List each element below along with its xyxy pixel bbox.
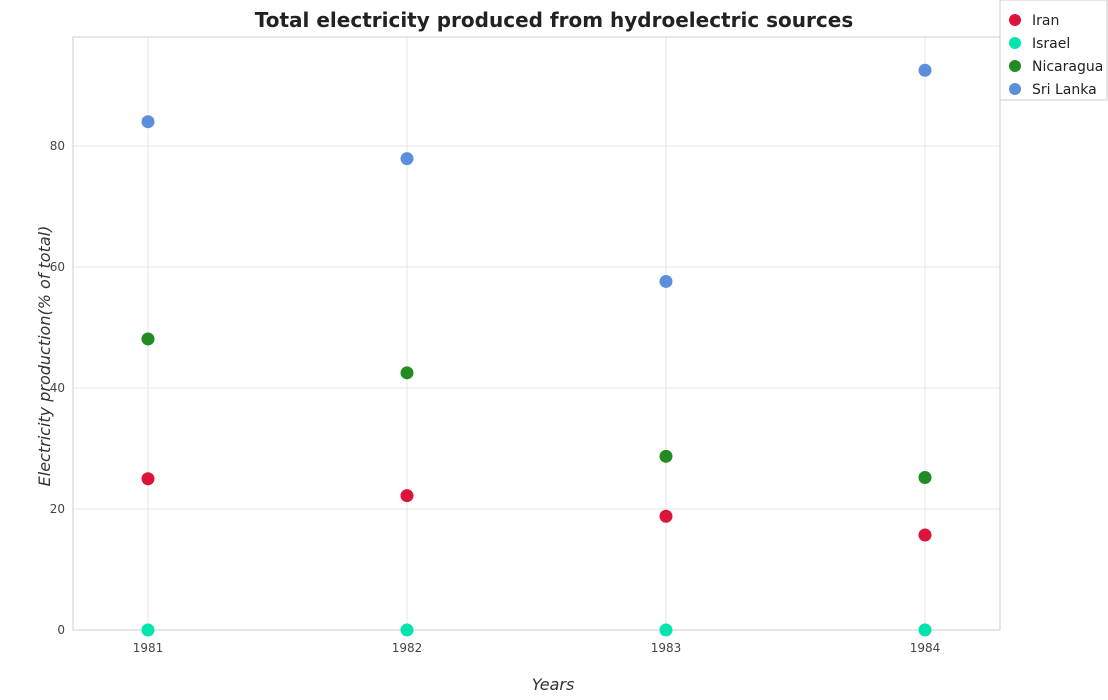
x-tick-label: 1981 [133, 641, 164, 655]
legend-label-sri-lanka: Sri Lanka [1032, 82, 1097, 98]
y-tick-label: 80 [50, 139, 65, 153]
x-axis-label: Years [532, 675, 575, 694]
y-tick-label: 0 [57, 623, 65, 637]
legend-label-nicaragua: Nicaragua [1032, 59, 1103, 75]
point-israel [918, 623, 932, 637]
point-nicaragua [400, 366, 414, 380]
point-nicaragua [659, 449, 673, 463]
point-nicaragua [918, 471, 932, 485]
point-iran [400, 489, 414, 503]
point-iran [659, 509, 673, 523]
x-tick-label: 1984 [910, 641, 941, 655]
point-israel [400, 623, 414, 637]
chart-title: Total electricity produced from hydroele… [255, 8, 853, 32]
x-tick-label: 1982 [392, 641, 423, 655]
legend-label-iran: Iran [1032, 13, 1059, 29]
legend: Iran Israel Nicaragua Sri Lanka [999, 0, 1108, 101]
y-tick-label: 20 [50, 502, 65, 516]
legend-marker-nicaragua [1009, 60, 1021, 72]
legend-label-israel: Israel [1032, 36, 1070, 52]
point-israel [141, 623, 155, 637]
plot-frame [72, 36, 1001, 631]
point-sri-lanka [918, 63, 932, 77]
point-iran [918, 528, 932, 542]
y-axis-label: Electricity production(% of total) [35, 226, 54, 487]
data-points [141, 63, 932, 637]
grid [73, 37, 1000, 631]
point-nicaragua [141, 332, 155, 346]
legend-marker-sri-lanka [1009, 83, 1021, 95]
x-tick-label: 1983 [651, 641, 682, 655]
legend-marker-iran [1009, 14, 1021, 26]
point-israel [659, 623, 673, 637]
point-sri-lanka [141, 115, 155, 129]
legend-marker-israel [1009, 37, 1021, 49]
axes [72, 36, 1001, 631]
tick-labels: 0 20 40 60 80 1981 1982 1983 1984 [50, 139, 941, 655]
point-sri-lanka [400, 152, 414, 166]
y-tick-label: 40 [50, 381, 65, 395]
y-tick-label: 60 [50, 260, 65, 274]
point-sri-lanka [659, 274, 673, 288]
point-iran [141, 472, 155, 486]
